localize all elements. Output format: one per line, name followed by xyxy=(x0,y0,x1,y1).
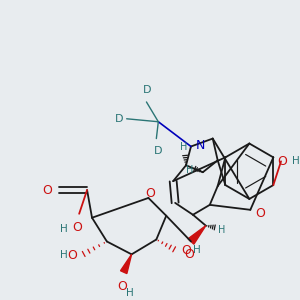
Text: H: H xyxy=(292,156,300,166)
Text: H: H xyxy=(218,225,225,235)
Text: O: O xyxy=(255,207,265,220)
Text: D: D xyxy=(154,146,163,157)
Text: O: O xyxy=(43,184,52,196)
Text: O: O xyxy=(181,244,191,257)
Text: O: O xyxy=(146,188,155,200)
Text: O: O xyxy=(72,221,82,234)
Text: H: H xyxy=(59,224,67,234)
Text: O: O xyxy=(184,248,194,261)
Text: H: H xyxy=(180,142,188,152)
Text: O: O xyxy=(117,280,127,293)
Text: N: N xyxy=(196,139,205,152)
Polygon shape xyxy=(121,254,132,274)
Text: H: H xyxy=(193,245,201,255)
Text: H: H xyxy=(186,165,193,175)
Text: D: D xyxy=(143,85,152,95)
Text: O: O xyxy=(277,155,287,168)
Polygon shape xyxy=(188,226,206,244)
Text: D: D xyxy=(115,114,124,124)
Text: O: O xyxy=(67,249,77,262)
Text: H: H xyxy=(59,250,67,260)
Text: H: H xyxy=(126,288,134,298)
